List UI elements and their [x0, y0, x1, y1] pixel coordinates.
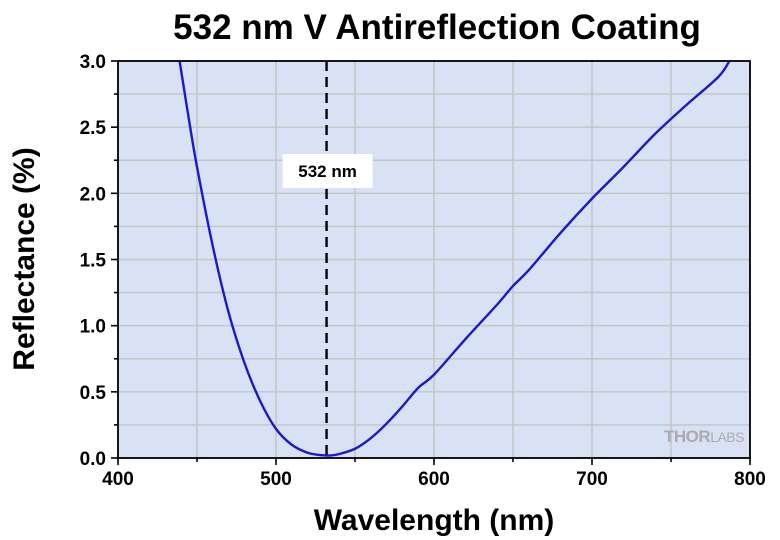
- y-tick-label: 2.5: [80, 118, 107, 139]
- x-tick-label: 400: [102, 469, 134, 490]
- wavelength-marker-label-box: [282, 154, 373, 188]
- x-axis-title: Wavelength (nm): [314, 504, 555, 537]
- wavelength-marker-label: 532 nm: [298, 162, 357, 181]
- x-axis-ticks: 400 500 600 700 800: [102, 458, 766, 490]
- thorlabs-logo: THORLABS: [664, 427, 744, 446]
- y-axis-title: Reflectance (%): [8, 147, 41, 370]
- x-tick-label: 600: [418, 469, 450, 490]
- x-tick-label: 700: [576, 469, 608, 490]
- y-axis-ticks: 0.0 0.5 1.0 1.5 2.0 2.5 3.0: [80, 52, 118, 470]
- y-tick-label: 3.0: [80, 52, 106, 73]
- x-tick-label: 500: [260, 469, 292, 490]
- x-tick-label: 800: [734, 469, 766, 490]
- y-tick-label: 2.0: [80, 184, 106, 205]
- y-tick-label: 1.0: [80, 317, 106, 338]
- gridlines: [118, 61, 750, 458]
- y-tick-label: 0.5: [80, 383, 107, 404]
- y-tick-label: 1.5: [80, 251, 107, 272]
- reflectance-curve: [178, 60, 731, 457]
- y-tick-label: 0.0: [80, 449, 106, 470]
- chart-title: 532 nm V Antireflection Coating: [173, 8, 701, 47]
